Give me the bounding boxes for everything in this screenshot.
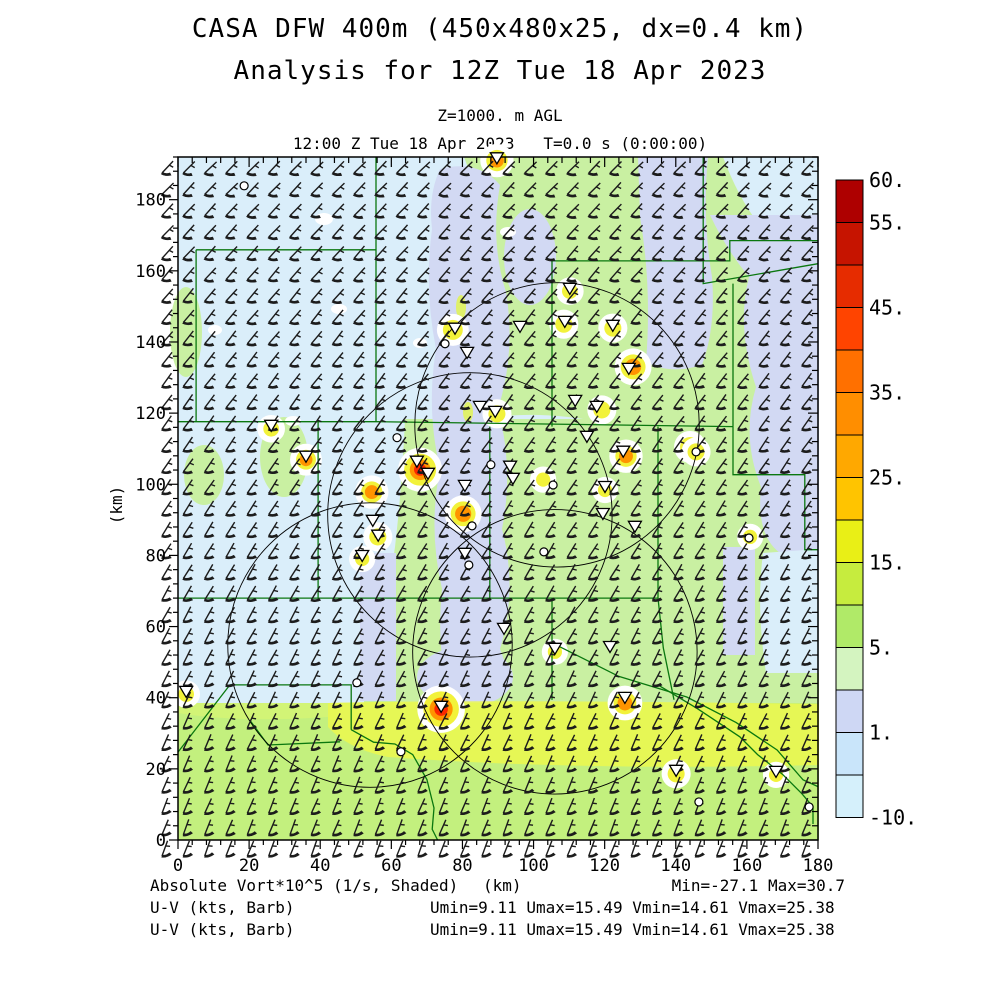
legend-wind-label-1: U-V (kts, Barb) (150, 898, 295, 917)
legend-wind-label-2: U-V (kts, Barb) (150, 920, 295, 939)
colorbar-tick-label: -10. (869, 806, 917, 830)
field-minmax-label: Min=-27.1 Max=30.7 (671, 876, 845, 895)
radar-site-icon (579, 430, 595, 444)
radar-site-icon (447, 322, 463, 336)
radar-site-icon (298, 450, 314, 464)
radar-site-icon (621, 362, 637, 376)
radar-site-icon (178, 685, 194, 699)
svg-text:120: 120 (589, 856, 620, 876)
colorbar-tick-label: 1. (869, 721, 893, 745)
svg-text:140: 140 (660, 856, 691, 876)
city-marker-icon (392, 433, 402, 443)
radar-site-icon (557, 315, 573, 329)
radar-site-icon (512, 320, 528, 334)
radar-site-icon (668, 764, 684, 778)
city-marker-icon (539, 547, 549, 557)
svg-text:140: 140 (135, 333, 166, 353)
svg-text:60: 60 (146, 618, 166, 638)
colorbar-tick-label: 15. (869, 551, 905, 575)
svg-text:160: 160 (135, 262, 166, 282)
city-marker-icon (486, 460, 496, 470)
time-label: 12:00 Z Tue 18 Apr 2023 T=0.0 s (0:00:00… (292, 134, 708, 153)
radar-site-icon (589, 400, 605, 414)
radar-site-icon (567, 394, 583, 408)
city-marker-icon (239, 181, 249, 191)
city-marker-icon (691, 447, 701, 457)
svg-text:0: 0 (156, 831, 166, 851)
radar-site-icon (617, 691, 633, 705)
svg-text:40: 40 (146, 689, 166, 709)
svg-text:120: 120 (135, 404, 166, 424)
svg-text:20: 20 (239, 856, 259, 876)
wind-barb-field (160, 160, 815, 858)
radar-site-icon (496, 622, 512, 636)
radar-site-icon (370, 529, 386, 543)
colorbar-tick-label: 55. (869, 211, 905, 235)
svg-text:0: 0 (173, 856, 183, 876)
svg-text:160: 160 (732, 856, 763, 876)
city-marker-icon (694, 797, 704, 807)
colorbar: 60. 55. 45. 35. 25. 15. 5. 1. -10. (835, 168, 917, 830)
page-subtitle: Analysis for 12Z Tue 18 Apr 2023 (233, 56, 767, 86)
svg-text:60: 60 (381, 856, 401, 876)
svg-text:80: 80 (452, 856, 472, 876)
svg-text:40: 40 (310, 856, 330, 876)
legend-field-label: Absolute Vort*10^5 (1/s, Shaded) (150, 876, 459, 895)
radar-site-icon (354, 549, 370, 563)
radar-site-icon (409, 455, 425, 469)
colorbar-tick-label: 5. (869, 636, 893, 660)
y-axis-unit-label: (km) (107, 486, 126, 525)
radar-site-icon (457, 547, 473, 561)
svg-text:180: 180 (803, 856, 834, 876)
radar-site-icon (562, 282, 578, 296)
svg-text:100: 100 (518, 856, 549, 876)
svg-text:180: 180 (135, 191, 166, 211)
radar-site-icon (602, 640, 618, 654)
radar-site-icon (489, 152, 505, 166)
city-marker-icon (352, 678, 362, 688)
radar-site-icon (615, 445, 631, 459)
radar-site-icon (597, 480, 613, 494)
svg-text:80: 80 (146, 546, 166, 566)
wind-stats-2: Umin=9.11 Umax=15.49 Vmin=14.61 Vmax=25.… (430, 920, 835, 939)
radar-site-icon (595, 507, 611, 521)
page-title: CASA DFW 400m (450x480x25, dx=0.4 km) (191, 14, 809, 44)
colorbar-tick-label: 35. (869, 381, 905, 405)
level-label: Z=1000. m AGL (437, 106, 563, 125)
radar-site-icon (472, 400, 488, 414)
svg-text:100: 100 (135, 475, 166, 495)
radar-site-icon (768, 765, 784, 779)
radar-site-icon (605, 319, 621, 333)
colorbar-tick-label: 45. (869, 296, 905, 320)
radar-site-icon (433, 700, 449, 714)
radar-site-icon (365, 514, 381, 528)
radar-site-icon (457, 479, 473, 493)
radar-site-icon (547, 642, 563, 656)
city-marker-icon (744, 533, 754, 543)
city-marker-icon (467, 521, 477, 531)
city-marker-icon (548, 480, 558, 490)
radar-site-icon (459, 346, 475, 360)
radar-site-icon (263, 419, 279, 433)
radar-site-icon (502, 460, 518, 474)
colorbar-tick-label: 25. (869, 466, 905, 490)
radar-site-icon (487, 405, 503, 419)
wind-stats-1: Umin=9.11 Umax=15.49 Vmin=14.61 Vmax=25.… (430, 898, 835, 917)
colorbar-tick-label: 60. (869, 168, 905, 192)
city-marker-icon (440, 339, 450, 349)
x-axis-unit-label: (km) (483, 876, 522, 895)
city-marker-icon (396, 747, 406, 757)
site-markers (178, 152, 814, 812)
svg-text:20: 20 (146, 760, 166, 780)
radar-site-icon (505, 472, 521, 486)
radar-site-icon (627, 520, 643, 534)
city-marker-icon (804, 802, 814, 812)
city-marker-icon (464, 560, 474, 570)
radar-site-icon (420, 467, 436, 481)
